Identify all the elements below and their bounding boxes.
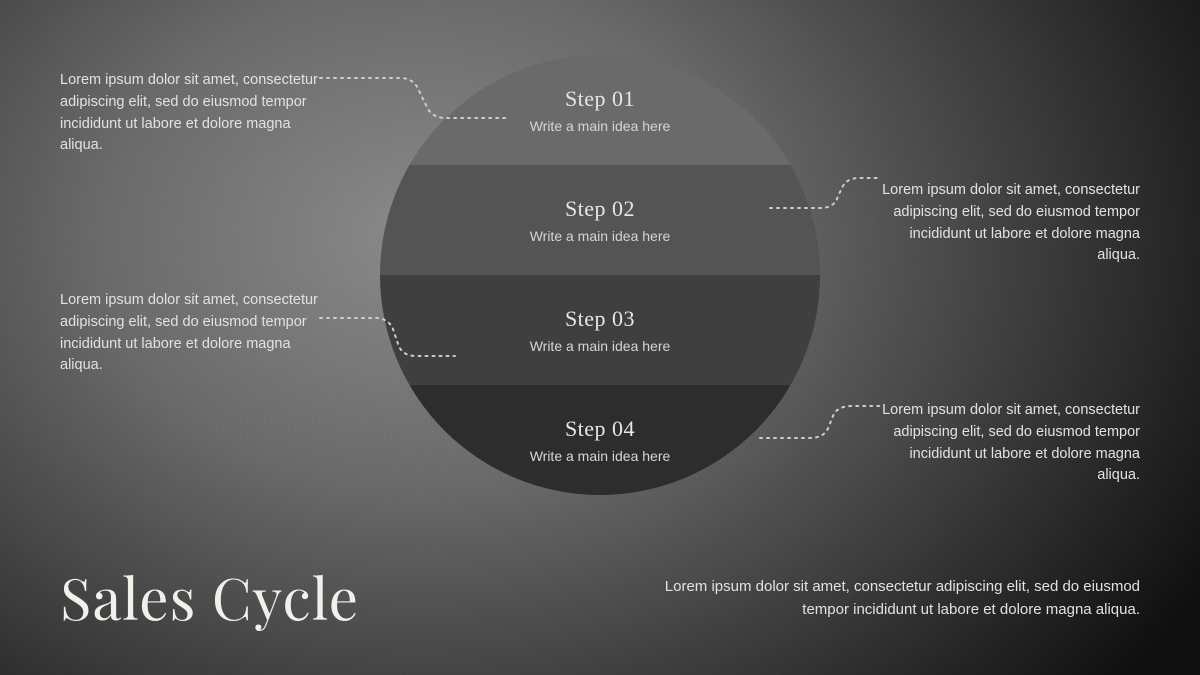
- step-subtitle-4: Write a main idea here: [530, 448, 671, 464]
- step-subtitle-3: Write a main idea here: [530, 338, 671, 354]
- sales-cycle-circle: Step 01 Write a main idea here Step 02 Writ…: [380, 55, 820, 495]
- step-title-3: Step 03: [565, 306, 635, 332]
- step-desc-2: Lorem ipsum dolor sit amet, consectetur …: [880, 180, 1140, 267]
- step-desc-4: Lorem ipsum dolor sit amet, consectetur …: [880, 400, 1140, 487]
- slide-title: Sales Cycle: [60, 557, 359, 635]
- step-desc-3: Lorem ipsum dolor sit amet, consectetur …: [60, 290, 320, 377]
- step-subtitle-2: Write a main idea here: [530, 228, 671, 244]
- step-subtitle-1: Write a main idea here: [530, 118, 671, 134]
- step-desc-1: Lorem ipsum dolor sit amet, consectetur …: [60, 70, 320, 157]
- step-title-1: Step 01: [565, 86, 635, 112]
- step-title-2: Step 02: [565, 196, 635, 222]
- slide-caption: Lorem ipsum dolor sit amet, consectetur …: [630, 575, 1140, 622]
- step-title-4: Step 04: [565, 416, 635, 442]
- circle-slice-3: Step 03 Write a main idea here: [380, 275, 820, 385]
- circle-slice-2: Step 02 Write a main idea here: [380, 165, 820, 275]
